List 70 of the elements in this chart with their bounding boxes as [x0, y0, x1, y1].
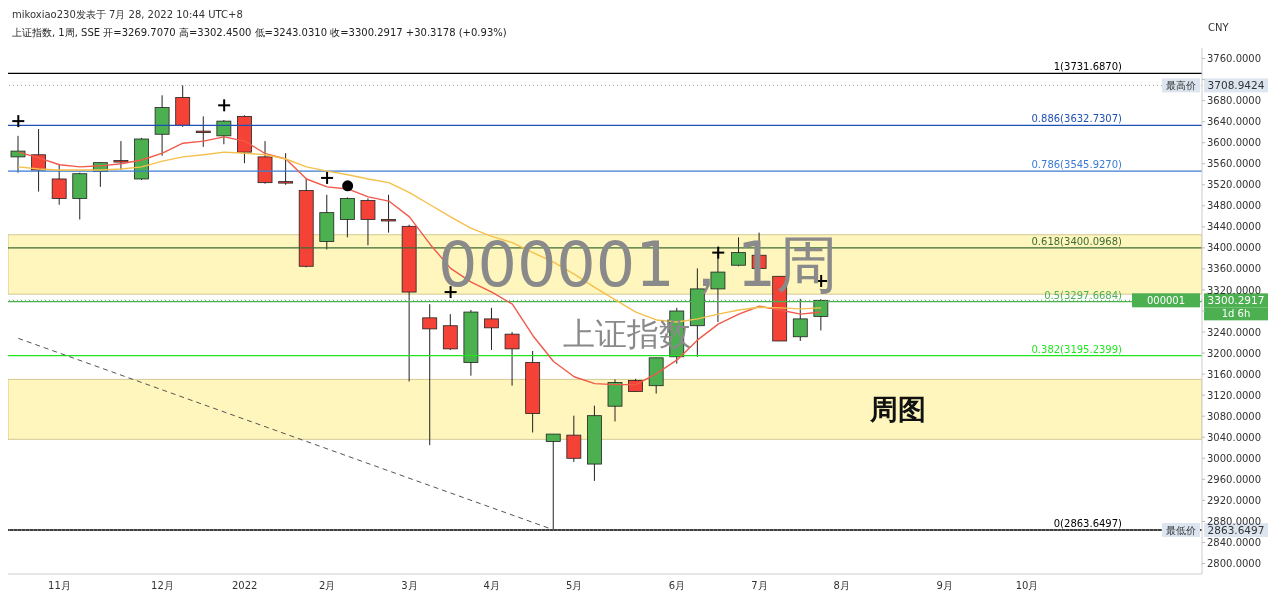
- x-tick-label: 8月: [833, 580, 850, 592]
- x-tick-label: 6月: [668, 580, 686, 592]
- ref-line-label: 1(3731.6870): [1053, 61, 1123, 73]
- candlestick: [442, 313, 458, 351]
- ref-line-label: 0.382(3195.2399): [1031, 343, 1123, 355]
- y-tick-label: 3320.0000: [1207, 284, 1262, 296]
- text: 1d 6h: [1221, 308, 1251, 320]
- candlestick: [422, 303, 438, 446]
- ref-line-label: 0.786(3545.9270): [1031, 159, 1123, 171]
- ref-line-label: 2863.6497: [1207, 524, 1265, 536]
- annotation: 最高价: [1166, 80, 1196, 92]
- y-tick-label: 2880.0000: [1207, 515, 1262, 527]
- candlestick: [195, 115, 211, 148]
- candlestick: [339, 196, 355, 238]
- x-tick-label: 2月: [318, 580, 336, 592]
- y-tick-label: 3080.0000: [1207, 410, 1262, 422]
- y-tick-label: 3040.0000: [1207, 431, 1262, 443]
- ref-line-label: 0(2863.6497): [1053, 518, 1123, 529]
- candlestick: [216, 119, 232, 145]
- x-tick-label: 11月: [48, 580, 71, 592]
- y-tick-label: 2960.0000: [1207, 473, 1262, 485]
- candlestick: [381, 194, 396, 234]
- y-tick-label: 3360.0000: [1207, 263, 1262, 275]
- y-tick-label: 3640.0000: [1207, 116, 1262, 128]
- x-tick-label: 9月: [936, 580, 953, 592]
- ref-line-label: 0.618(3400.0968): [1031, 235, 1123, 247]
- y-tick-label: 3520.0000: [1207, 179, 1262, 191]
- candlestick: [484, 307, 499, 351]
- x-tick-label: 2022: [232, 580, 258, 592]
- y-tick-label: 3240.0000: [1207, 326, 1262, 338]
- y-tick-label: 3200.0000: [1207, 347, 1262, 359]
- x-tick-label: 3月: [401, 580, 418, 592]
- text: mikoxiao230发表于 7月 28, 2022 10:44 UTC+8: [12, 8, 243, 22]
- ref-line-label: 3708.9424: [1207, 79, 1265, 92]
- annotation: 最低价: [1166, 525, 1196, 536]
- y-tick-label: 3600.0000: [1207, 137, 1262, 149]
- text: 上证指数, 1周, SSE 开=3269.7070 高=3302.4500 低=3243.0310 收=3300.2917 +30.3178 (+0.93%): [12, 26, 507, 40]
- candlestick: [278, 152, 294, 186]
- y-tick-label: 3560.0000: [1207, 158, 1262, 170]
- candlestick: [360, 197, 376, 246]
- candlestick: [504, 331, 520, 387]
- x-tick-label: 5月: [565, 580, 583, 592]
- ref-line-label: 0.5(3297.6684): [1044, 289, 1123, 301]
- x-tick-label: 7月: [751, 580, 768, 592]
- y-tick-label: 3760.0000: [1207, 53, 1262, 65]
- y-tick-label: 2840.0000: [1207, 536, 1262, 548]
- candlestick: [566, 415, 582, 463]
- band-label: 周图: [868, 393, 926, 427]
- candlestick: [10, 135, 26, 174]
- y-tick-label: 3480.0000: [1207, 200, 1262, 212]
- y-tick-label: 3000.0000: [1207, 452, 1262, 464]
- point: [342, 180, 354, 192]
- text: CNY: [1208, 22, 1229, 33]
- y-tick-label: 2920.0000: [1207, 494, 1262, 506]
- x-tick-label: 12月: [151, 580, 174, 592]
- candlestick: [113, 140, 129, 171]
- y-tick-label: 3400.0000: [1207, 242, 1262, 254]
- candlestick: [545, 433, 561, 531]
- y-tick-label: 3440.0000: [1207, 221, 1262, 233]
- y-tick-label: 2800.0000: [1207, 558, 1262, 570]
- ref-line-label: 3300.2917: [1207, 294, 1265, 307]
- x-tick-label: 4月: [483, 580, 500, 592]
- candlestick: [607, 378, 623, 422]
- y-tick-label: 3680.0000: [1207, 95, 1262, 107]
- x-tick-label: 10月: [1015, 580, 1039, 592]
- y-tick-label: 3120.0000: [1207, 389, 1262, 401]
- candlestick: [51, 164, 67, 206]
- y-tick-label: 3160.0000: [1207, 368, 1262, 380]
- annotation: 000001: [1146, 295, 1186, 307]
- ref-line-label: 0.886(3632.7307): [1031, 113, 1123, 125]
